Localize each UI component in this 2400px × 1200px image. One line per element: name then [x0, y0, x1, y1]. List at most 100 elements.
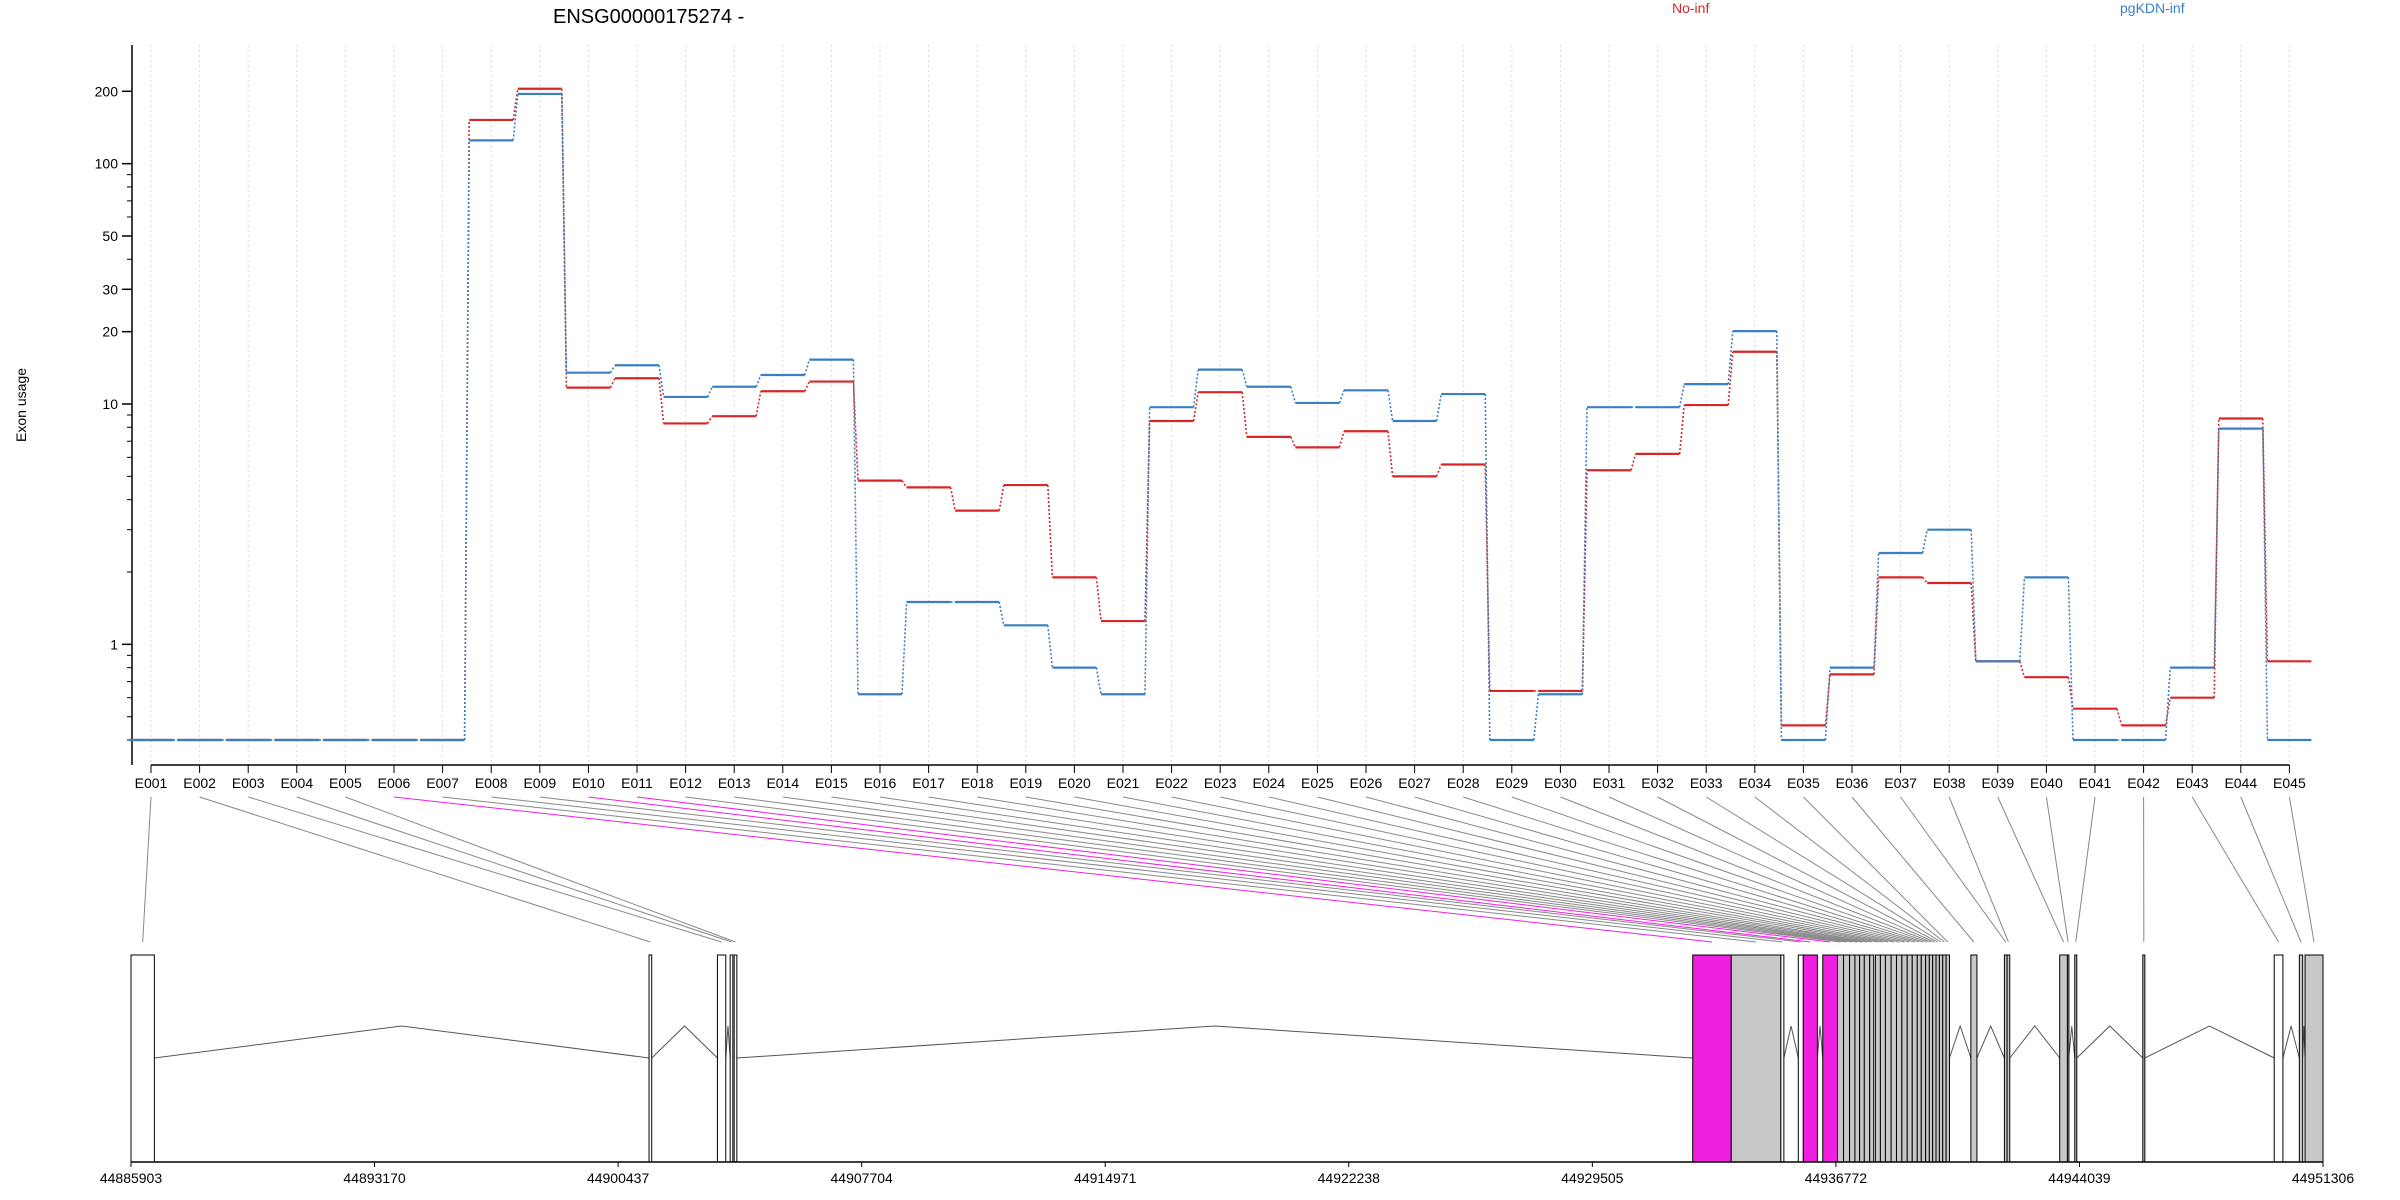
intron-line — [651, 1025, 718, 1059]
intron-line — [736, 1025, 1693, 1059]
data-connector — [1970, 529, 1977, 662]
y-tick-label: 50 — [102, 228, 118, 244]
exon-block — [1890, 954, 1897, 1163]
exon-block — [729, 954, 734, 1163]
data-connector — [2164, 667, 2171, 741]
series-pgkdn-inf — [129, 92, 2312, 742]
data-connector — [901, 480, 908, 488]
exon-connector — [491, 796, 1783, 943]
data-connector — [2019, 661, 2026, 678]
x-tick-label: E044 — [2224, 775, 2257, 791]
exon-connector — [2045, 796, 2069, 943]
data-connector — [1095, 577, 1102, 622]
genomic-tick-label: 44951306 — [2292, 1170, 2355, 1186]
data-connector — [609, 377, 616, 388]
intron-line — [2076, 1025, 2144, 1059]
x-tick-label: E027 — [1398, 775, 1431, 791]
exon-connector — [2288, 796, 2315, 943]
exon-connector — [1948, 796, 2009, 943]
exon-block — [2273, 954, 2284, 1163]
exon-connector — [539, 796, 1801, 943]
exon-connector — [345, 796, 736, 943]
data-connector — [2213, 418, 2220, 698]
exon-block — [2006, 954, 2011, 1163]
exon-connector — [248, 796, 722, 943]
y-tick-label: 100 — [95, 156, 119, 172]
exon-connector — [831, 796, 1858, 943]
data-connector — [1047, 485, 1054, 578]
x-axis: E001 E002 E003 E004 E005 E006 E007 E008 E009 E010… — [135, 764, 2306, 791]
x-tick-label: E028 — [1447, 775, 1480, 791]
exon-block — [1928, 954, 1934, 1163]
exon-connector — [1705, 796, 1942, 943]
data-connector — [1387, 431, 1394, 477]
exon-connector — [1074, 796, 1883, 943]
exon-block — [1884, 954, 1892, 1163]
x-tick-label: E025 — [1301, 775, 1334, 791]
genomic-tick-label: 44893170 — [343, 1170, 406, 1186]
exon-connector — [1220, 796, 1900, 943]
data-connector — [1047, 625, 1054, 668]
x-tick-label: E022 — [1155, 775, 1188, 791]
data-connector — [998, 484, 1005, 511]
x-tick-label: E033 — [1690, 775, 1723, 791]
x-tick-label: E023 — [1204, 775, 1237, 791]
data-connector — [2164, 697, 2171, 726]
series-no-inf — [129, 87, 2312, 742]
exon-block — [1692, 954, 1732, 1163]
x-tick-label: E009 — [523, 775, 556, 791]
x-tick-label: E008 — [475, 775, 508, 791]
grid-lines — [150, 45, 2290, 765]
gene-model-exons — [130, 954, 2324, 1163]
exon-connector — [879, 796, 1863, 943]
data-connector — [755, 391, 762, 417]
data-connector — [1484, 394, 1491, 741]
exon-connector — [1803, 796, 1949, 943]
exon-connector — [685, 796, 1841, 943]
data-connector — [2262, 418, 2269, 662]
exon-block — [1879, 954, 1886, 1163]
exon-connector — [1365, 796, 1915, 943]
exon-connector — [296, 796, 732, 943]
exon-block — [1854, 954, 1861, 1163]
x-tick-label: E026 — [1350, 775, 1383, 791]
x-tick-label: E016 — [864, 775, 897, 791]
exon-block — [1797, 954, 1804, 1163]
x-tick-label: E005 — [329, 775, 362, 791]
exon-connector — [1463, 796, 1924, 943]
data-connector — [1727, 331, 1734, 385]
exon-connector — [977, 796, 1872, 943]
exon-block — [1932, 954, 1937, 1163]
intron-line — [2282, 1025, 2300, 1059]
exon-block — [1970, 954, 1978, 1163]
data-connector — [901, 601, 908, 695]
y-tick-label: 10 — [102, 396, 118, 412]
data-connector — [804, 381, 811, 392]
genomic-tick-label: 44944039 — [2048, 1170, 2111, 1186]
exon-block — [1925, 954, 1930, 1163]
exon-block — [1730, 954, 1782, 1163]
exon-connector — [199, 796, 651, 943]
data-connector — [1095, 667, 1102, 695]
intron-line — [2009, 1025, 2061, 1059]
exon-block — [1895, 954, 1903, 1163]
exon-block — [1843, 954, 1851, 1163]
legend-label-no-inf: No-inf — [1672, 0, 1709, 16]
exon-block — [1863, 954, 1871, 1163]
x-tick-label: E012 — [669, 775, 702, 791]
y-tick-label: 20 — [102, 324, 118, 340]
intron-lines — [154, 1024, 2306, 1059]
data-connector — [1776, 331, 1783, 741]
x-tick-label: E040 — [2030, 775, 2063, 791]
data-connector — [463, 140, 470, 741]
x-tick-label: E001 — [135, 775, 168, 791]
x-tick-label: E003 — [232, 775, 265, 791]
data-connector — [1873, 552, 1880, 668]
data-connector — [1678, 383, 1685, 408]
x-tick-label: E036 — [1836, 775, 1869, 791]
exon-connector — [142, 796, 152, 943]
intron-line — [725, 1025, 731, 1059]
x-tick-label: E034 — [1738, 775, 1771, 791]
data-connector — [2116, 708, 2123, 726]
